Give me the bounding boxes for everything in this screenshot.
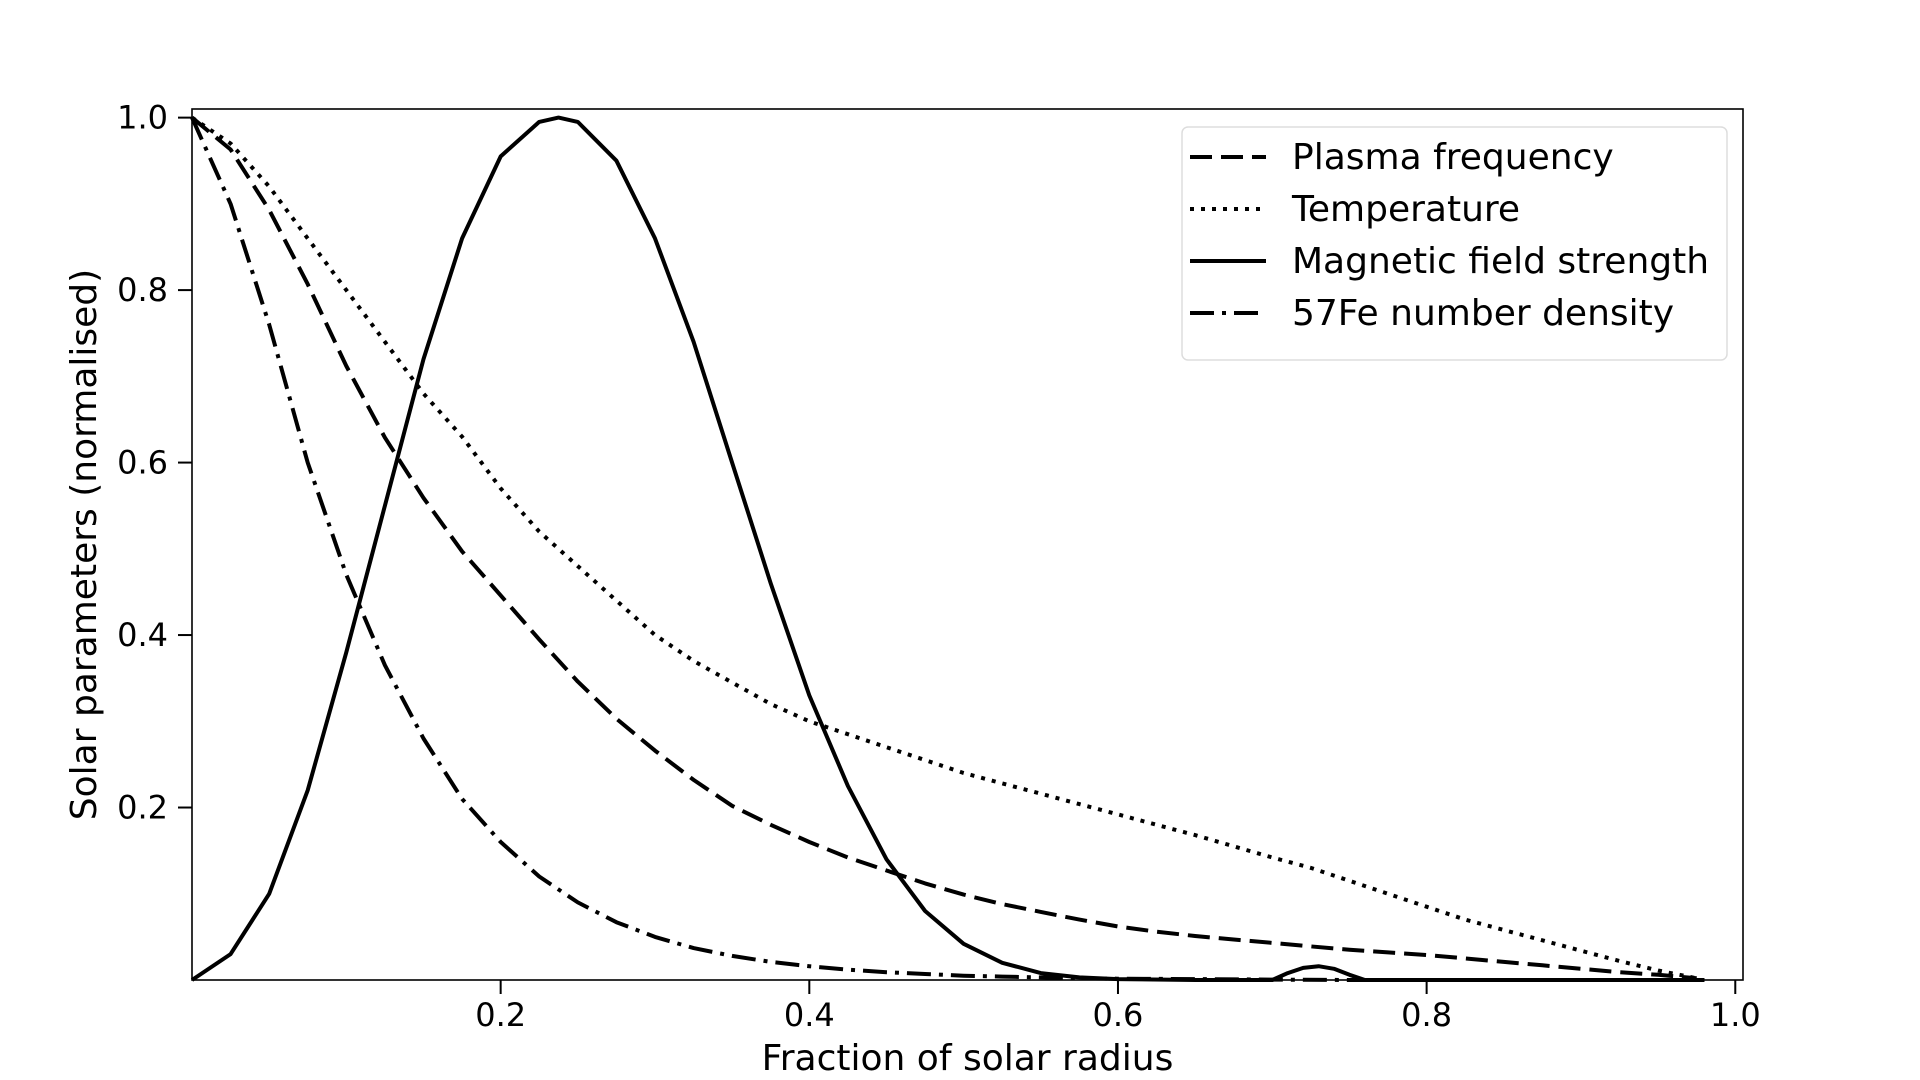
series-line-plasma-frequency: [190, 116, 1697, 981]
series-layer: [190, 115, 1705, 982]
y-tick-label: 0.4: [117, 616, 168, 654]
y-tick-label: 0.8: [117, 271, 168, 309]
x-tick-label: 1.0: [1710, 996, 1761, 1034]
x-tick-label: 0.6: [1093, 996, 1144, 1034]
legend-label: Magnetic field strength: [1292, 241, 1709, 282]
legend-label: Temperature: [1291, 189, 1520, 230]
ticks-layer: 0.2 0.4 0.6 0.8 1.0 0.2 0.4 0.6 0.8 1.0: [117, 99, 1761, 1034]
y-axis-label: Solar parameters (normalised): [64, 269, 105, 820]
series-line-temperature: [190, 115, 1698, 981]
series-line-magnetic-field-strength: [190, 115, 1705, 982]
legend-box: [1181, 126, 1728, 361]
legend-label: Plasma frequency: [1292, 137, 1614, 178]
legend-label: 57Fe number density: [1292, 293, 1674, 334]
y-tick-label: 0.6: [117, 444, 168, 482]
plot-frame: [191, 108, 1744, 981]
x-axis-label: Fraction of solar radius: [762, 1038, 1174, 1079]
y-tick-label: 0.2: [117, 789, 168, 827]
x-tick-label: 0.8: [1401, 996, 1452, 1034]
legend: Plasma frequency Temperature Magnetic fiel…: [1181, 126, 1728, 361]
x-tick-label: 0.4: [784, 996, 835, 1034]
series-line-57fe-number-density: [190, 116, 1705, 982]
x-tick-label: 0.2: [475, 996, 526, 1034]
y-tick-label: 1.0: [117, 99, 168, 137]
